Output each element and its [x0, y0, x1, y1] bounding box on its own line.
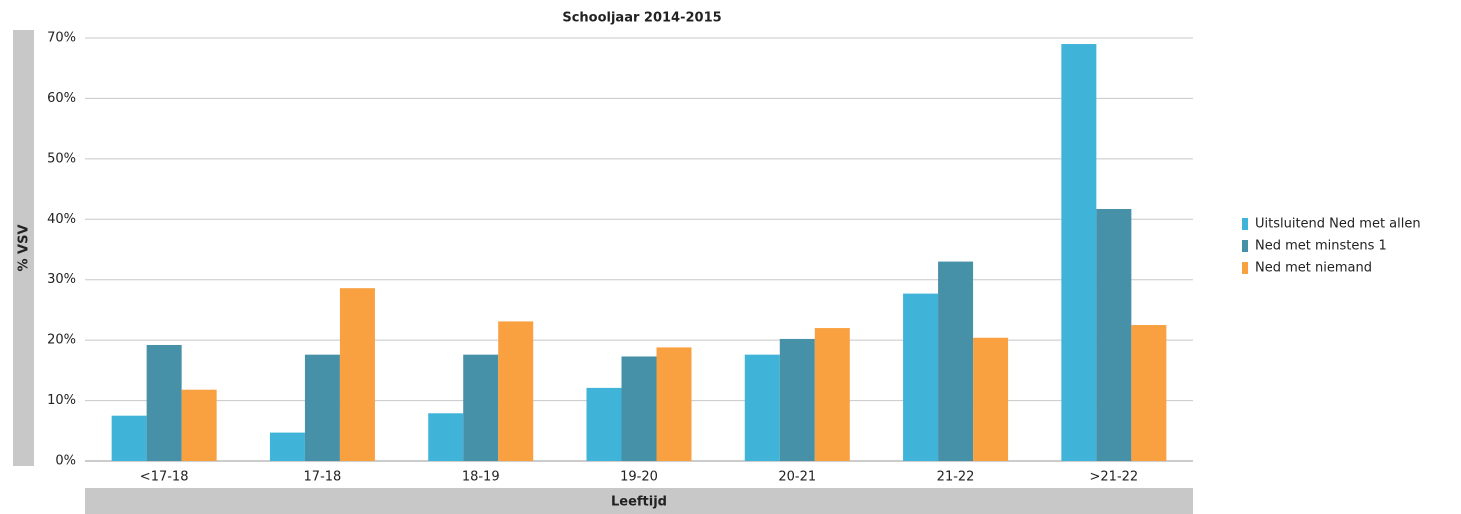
bar — [938, 261, 974, 461]
x-tick-label: 17-18 — [304, 470, 342, 485]
y-tick-label: 10% — [47, 393, 76, 408]
y-tick-label: 30% — [47, 272, 76, 287]
bar — [656, 347, 692, 461]
y-tick-label: 60% — [47, 91, 76, 106]
bar — [111, 415, 147, 461]
x-tick-label: 20-21 — [778, 470, 816, 485]
bar — [146, 344, 182, 461]
x-tick-label: 21-22 — [937, 470, 975, 485]
x-tick-label: 19-20 — [620, 470, 658, 485]
x-label-band — [85, 488, 1193, 514]
bar — [181, 389, 217, 461]
y-tick-label: 50% — [47, 151, 76, 166]
legend-label: Ned met minstens 1 — [1255, 239, 1387, 254]
y-tick-label: 20% — [47, 333, 76, 348]
x-tick-label: 18-19 — [462, 470, 500, 485]
bar — [779, 338, 815, 461]
bar — [428, 413, 464, 461]
bar — [304, 354, 340, 461]
y-tick-label: 0% — [55, 454, 76, 469]
y-axis-label: % VSV — [17, 224, 32, 271]
y-tick-label: 40% — [47, 212, 76, 227]
legend-swatch — [1242, 218, 1248, 230]
x-tick-label: <17-18 — [140, 470, 189, 485]
x-axis-label: Leeftijd — [611, 495, 667, 510]
bar — [1061, 44, 1097, 462]
bar — [903, 293, 939, 461]
bar — [814, 328, 850, 461]
bar — [269, 432, 305, 461]
bar — [1096, 209, 1132, 461]
legend-swatch — [1242, 240, 1248, 252]
bar — [621, 356, 657, 461]
bar — [463, 354, 499, 461]
legend-swatch — [1242, 262, 1248, 274]
bar — [744, 354, 780, 461]
legend-label: Uitsluitend Ned met allen — [1255, 217, 1421, 232]
bar — [498, 321, 534, 461]
chart-title: Schooljaar 2014-2015 — [562, 11, 721, 26]
legend-label: Ned met niemand — [1255, 261, 1372, 276]
bar — [973, 337, 1009, 461]
y-label-band — [13, 30, 34, 466]
x-tick-label: >21-22 — [1090, 470, 1139, 485]
bar — [339, 288, 375, 461]
y-tick-label: 70% — [47, 31, 76, 46]
bar — [586, 387, 622, 461]
bar — [1131, 325, 1167, 461]
